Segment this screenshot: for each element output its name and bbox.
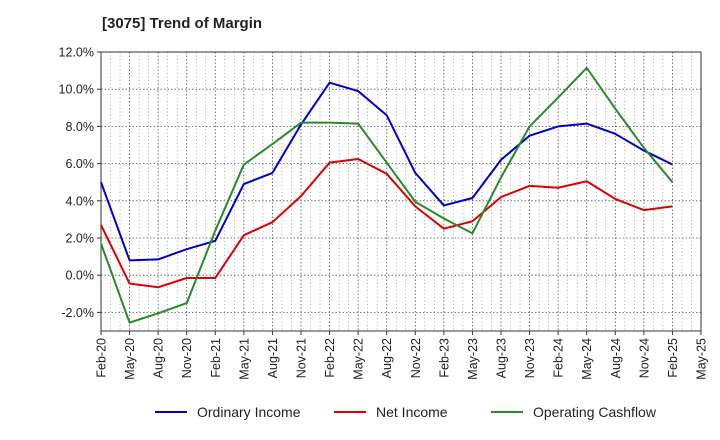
x-tick-label: Feb-20 xyxy=(95,338,109,378)
x-tick-label: May-22 xyxy=(352,338,366,380)
x-tick-label: Feb-23 xyxy=(437,338,451,378)
legend-item: Net Income xyxy=(334,404,448,420)
legend-item: Ordinary Income xyxy=(155,404,300,420)
x-tick-label: Nov-22 xyxy=(409,338,423,378)
x-tick-label: May-25 xyxy=(695,338,709,380)
legend-label: Operating Cashflow xyxy=(533,404,656,420)
y-tick-label: 0.0% xyxy=(66,269,95,283)
legend-item: Operating Cashflow xyxy=(491,404,656,420)
chart-legend: Ordinary Income Net Income Operating Cashf… xyxy=(0,404,720,426)
x-tick-label: May-20 xyxy=(123,338,137,380)
legend-swatch xyxy=(491,411,523,413)
x-tick-label: Aug-23 xyxy=(495,338,509,378)
x-tick-label: Feb-25 xyxy=(666,338,680,378)
x-tick-label: Feb-21 xyxy=(209,338,223,378)
x-tick-label: Feb-22 xyxy=(323,338,337,378)
y-tick-label: 8.0% xyxy=(66,120,95,134)
legend-swatch xyxy=(334,411,366,413)
x-tick-label: Nov-20 xyxy=(180,338,194,378)
legend-swatch xyxy=(155,411,187,413)
x-tick-label: Aug-22 xyxy=(380,338,394,378)
x-tick-label: Nov-21 xyxy=(295,338,309,378)
x-tick-label: May-24 xyxy=(580,338,594,380)
y-tick-label: 4.0% xyxy=(66,194,95,208)
x-tick-label: Nov-24 xyxy=(637,338,651,378)
x-tick-label: Aug-24 xyxy=(609,338,623,378)
legend-label: Net Income xyxy=(376,404,448,420)
x-tick-label: Nov-23 xyxy=(523,338,537,378)
y-tick-label: 12.0% xyxy=(59,46,94,60)
y-tick-label: -2.0% xyxy=(61,306,94,320)
x-tick-label: Aug-20 xyxy=(152,338,166,378)
legend-label: Ordinary Income xyxy=(197,404,301,420)
x-tick-label: Aug-21 xyxy=(266,338,280,378)
x-tick-label: May-23 xyxy=(466,338,480,380)
y-tick-label: 10.0% xyxy=(59,83,94,97)
chart-title: [3075] Trend of Margin xyxy=(102,15,263,32)
y-tick-label: 6.0% xyxy=(66,157,95,171)
y-tick-label: 2.0% xyxy=(66,232,95,246)
x-tick-label: Feb-24 xyxy=(552,338,566,378)
plot-border xyxy=(100,51,702,332)
x-tick-label: May-21 xyxy=(237,338,251,380)
